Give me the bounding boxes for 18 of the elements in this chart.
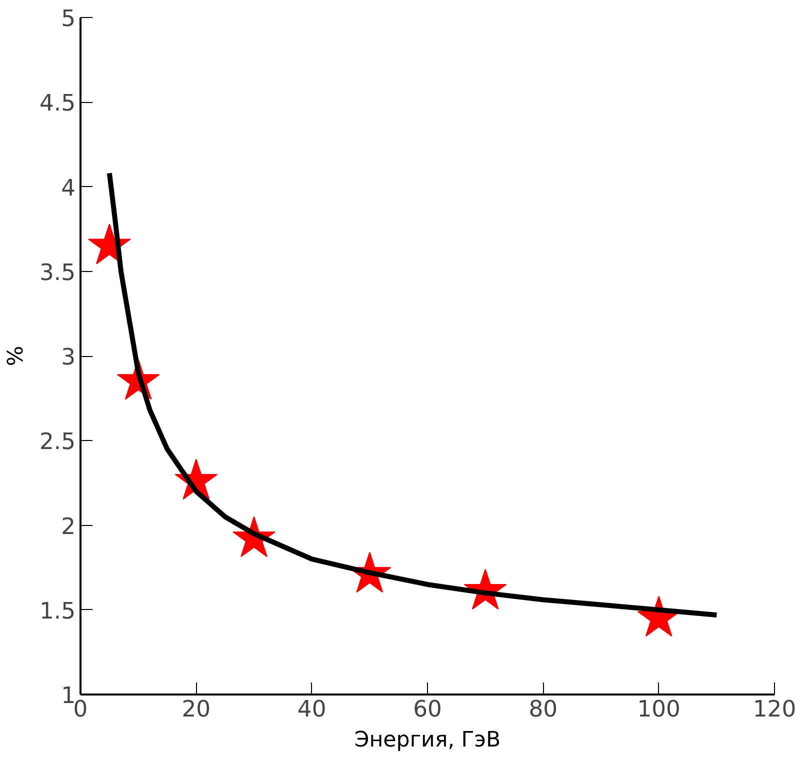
y-axis-title: % bbox=[3, 346, 28, 366]
y-tick-label: 2.5 bbox=[39, 429, 76, 456]
x-axis-title: Энергия, ГэВ bbox=[354, 728, 501, 752]
y-tick-label: 4.5 bbox=[39, 90, 76, 117]
x-tick-label: 80 bbox=[528, 696, 558, 722]
y-tick-label: 5 bbox=[61, 6, 76, 32]
x-tick-label: 120 bbox=[752, 696, 796, 722]
y-tick-label: 1 bbox=[61, 683, 76, 709]
x-tick-label: 40 bbox=[297, 696, 326, 722]
y-tick-label: 3.5 bbox=[39, 260, 76, 286]
y-tick-label: 4 bbox=[61, 175, 76, 202]
x-tick-label: 60 bbox=[413, 696, 442, 722]
x-tick-label: 100 bbox=[637, 696, 680, 722]
y-tick-label: 2 bbox=[61, 514, 76, 540]
x-tick-label: 0 bbox=[73, 696, 88, 722]
x-tick-label: 20 bbox=[182, 696, 211, 722]
y-tick-label: 3 bbox=[61, 344, 76, 370]
y-tick-label: 1.5 bbox=[39, 598, 76, 624]
